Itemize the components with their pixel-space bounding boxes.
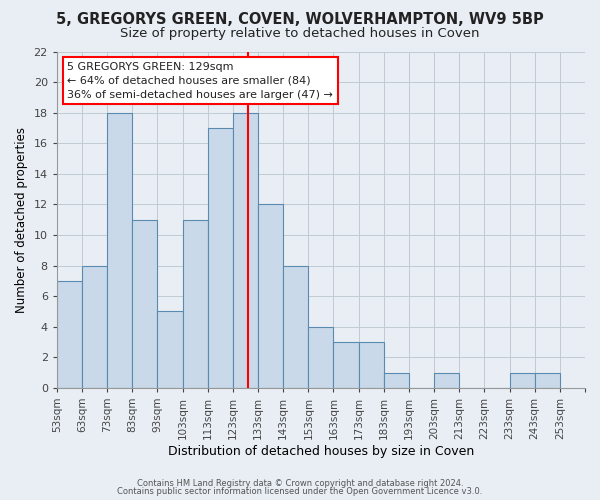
Bar bbox=[157, 312, 182, 388]
Bar bbox=[283, 266, 308, 388]
Text: 5, GREGORYS GREEN, COVEN, WOLVERHAMPTON, WV9 5BP: 5, GREGORYS GREEN, COVEN, WOLVERHAMPTON,… bbox=[56, 12, 544, 28]
Bar bbox=[535, 372, 560, 388]
Bar bbox=[434, 372, 459, 388]
Bar bbox=[334, 342, 359, 388]
Bar bbox=[308, 326, 334, 388]
Bar bbox=[182, 220, 208, 388]
Bar bbox=[258, 204, 283, 388]
Bar bbox=[132, 220, 157, 388]
Bar bbox=[208, 128, 233, 388]
Bar bbox=[82, 266, 107, 388]
Y-axis label: Number of detached properties: Number of detached properties bbox=[15, 126, 28, 312]
Bar bbox=[233, 112, 258, 388]
Bar bbox=[107, 112, 132, 388]
Bar bbox=[57, 281, 82, 388]
Text: Contains public sector information licensed under the Open Government Licence v3: Contains public sector information licen… bbox=[118, 487, 482, 496]
Bar bbox=[359, 342, 384, 388]
Bar bbox=[384, 372, 409, 388]
Text: 5 GREGORYS GREEN: 129sqm
← 64% of detached houses are smaller (84)
36% of semi-d: 5 GREGORYS GREEN: 129sqm ← 64% of detach… bbox=[67, 62, 333, 100]
Text: Contains HM Land Registry data © Crown copyright and database right 2024.: Contains HM Land Registry data © Crown c… bbox=[137, 478, 463, 488]
Bar bbox=[509, 372, 535, 388]
Text: Size of property relative to detached houses in Coven: Size of property relative to detached ho… bbox=[120, 28, 480, 40]
X-axis label: Distribution of detached houses by size in Coven: Distribution of detached houses by size … bbox=[168, 444, 474, 458]
